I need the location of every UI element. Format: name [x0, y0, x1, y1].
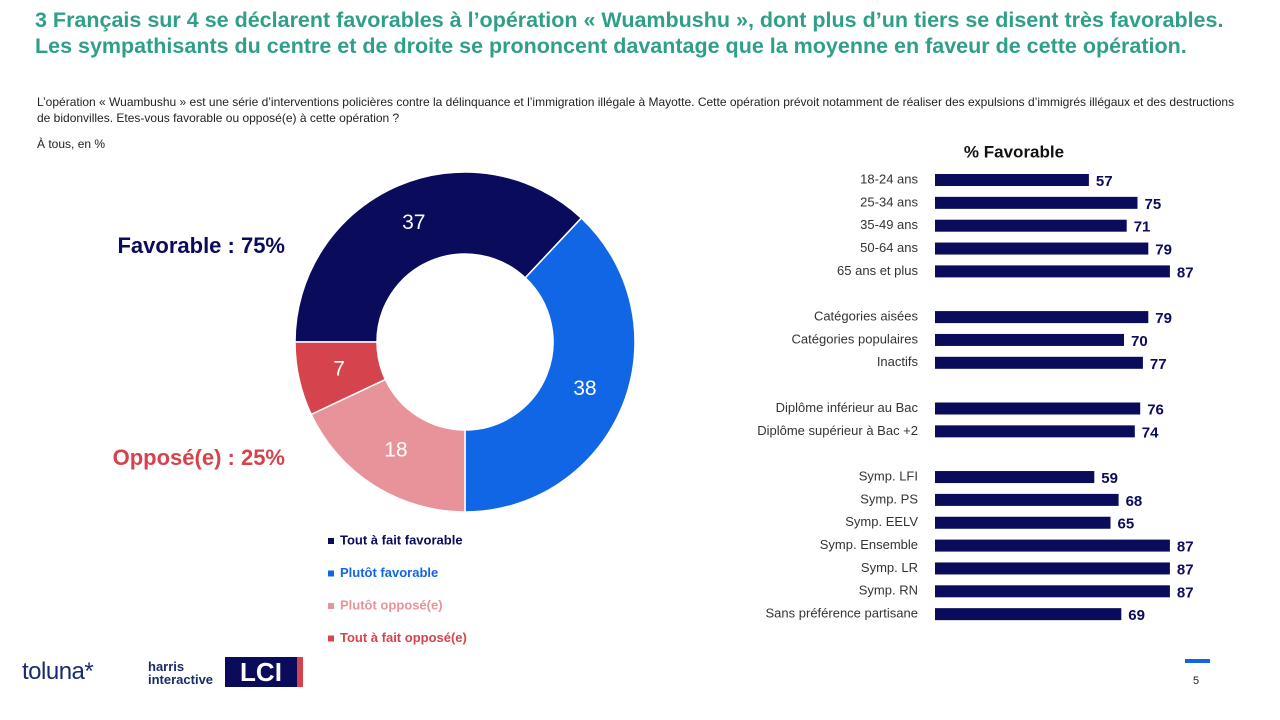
slice-label: 37 — [402, 211, 425, 234]
category-label: 50-64 ans — [860, 240, 918, 255]
logo-harris: harris interactive — [148, 659, 214, 687]
slide-title: 3 Français sur 4 se déclarent favorables… — [35, 8, 1224, 58]
legend-label: Tout à fait opposé(e) — [340, 630, 467, 645]
donut-slice — [310, 378, 466, 513]
slice-label: 18 — [384, 438, 407, 461]
bar — [935, 356, 1143, 369]
summary-label: Opposé(e) : 25% — [113, 445, 285, 470]
bar — [935, 471, 1095, 484]
bar — [935, 562, 1170, 575]
legend-swatch — [328, 570, 334, 577]
bar — [935, 516, 1111, 529]
bar — [935, 219, 1127, 232]
category-label: Symp. RN — [859, 583, 918, 598]
category-label: Catégories populaires — [792, 331, 919, 346]
slice-label: 7 — [333, 358, 345, 381]
base-note: À tous, en % — [37, 137, 106, 151]
value-label: 87 — [1177, 539, 1194, 556]
category-label: Sans préférence partisane — [766, 606, 918, 621]
value-label: 87 — [1177, 561, 1194, 578]
category-label: Catégories aisées — [814, 309, 919, 324]
category-label: Inactifs — [877, 354, 919, 369]
bar — [935, 311, 1149, 324]
value-label: 76 — [1147, 401, 1164, 418]
category-label: Symp. Ensemble — [820, 537, 918, 552]
category-label: 25-34 ans — [860, 194, 918, 209]
legend-swatch — [328, 635, 334, 642]
value-label: 79 — [1155, 310, 1172, 327]
bar — [935, 402, 1141, 415]
legend-label: Plutôt favorable — [340, 565, 438, 580]
legend-swatch — [328, 538, 334, 544]
bar — [935, 425, 1135, 438]
question: L’opération « Wuambushu » est une série … — [37, 95, 1235, 125]
bar — [935, 242, 1149, 255]
legend-label: Tout à fait favorable — [340, 532, 463, 547]
category-label: 35-49 ans — [860, 217, 918, 232]
donut-slice — [294, 171, 583, 343]
category-label: Symp. LFI — [859, 468, 918, 483]
bar — [935, 196, 1138, 209]
value-label: 57 — [1096, 173, 1113, 190]
value-label: 79 — [1155, 242, 1172, 259]
value-label: 87 — [1177, 584, 1194, 601]
legend-label: Plutôt opposé(e) — [340, 597, 443, 612]
bar — [935, 608, 1122, 621]
value-label: 65 — [1118, 516, 1135, 533]
bar — [935, 585, 1170, 598]
bar — [935, 493, 1119, 506]
category-label: 65 ans et plus — [837, 263, 918, 278]
category-label: Symp. PS — [860, 491, 918, 506]
category-label: Diplôme supérieur à Bac +2 — [757, 423, 918, 438]
value-label: 68 — [1126, 493, 1143, 510]
legend-swatch — [328, 603, 334, 609]
page-number: 5 — [1193, 675, 1200, 687]
value-label: 77 — [1150, 356, 1167, 373]
value-label: 69 — [1128, 607, 1145, 624]
bar — [935, 333, 1124, 346]
value-label: 75 — [1145, 196, 1162, 213]
category-label: Symp. LR — [861, 560, 918, 575]
donut-slice — [294, 341, 387, 416]
category-label: 18-24 ans — [860, 171, 918, 186]
value-label: 70 — [1131, 333, 1148, 350]
bar — [935, 174, 1089, 186]
value-label: 74 — [1142, 424, 1159, 441]
bar — [935, 539, 1170, 552]
slice-label: 38 — [573, 377, 596, 400]
category-label: Symp. EELV — [845, 514, 918, 529]
category-label: Diplôme inférieur au Bac — [776, 400, 919, 415]
summary-label: Favorable : 75% — [117, 233, 285, 258]
value-label: 87 — [1177, 264, 1194, 281]
value-label: 71 — [1134, 219, 1151, 236]
logo-lci: LCI — [225, 657, 303, 687]
logo-toluna: toluna* — [22, 658, 94, 685]
bar — [935, 265, 1170, 278]
value-label: 59 — [1101, 470, 1118, 487]
bar-title: % Favorable — [964, 142, 1064, 161]
donut-slice — [464, 217, 636, 513]
